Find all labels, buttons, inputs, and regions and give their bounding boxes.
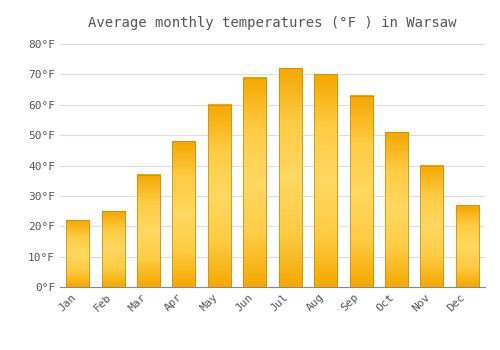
Bar: [172, 141, 196, 287]
Bar: [137, 175, 160, 287]
Bar: [385, 132, 408, 287]
Bar: [66, 220, 89, 287]
Bar: [314, 75, 337, 287]
Bar: [350, 96, 372, 287]
Bar: [420, 166, 444, 287]
Title: Average monthly temperatures (°F ) in Warsaw: Average monthly temperatures (°F ) in Wa…: [88, 16, 457, 30]
Bar: [278, 68, 301, 287]
Bar: [456, 205, 479, 287]
Bar: [208, 105, 231, 287]
Bar: [102, 211, 124, 287]
Bar: [244, 77, 266, 287]
